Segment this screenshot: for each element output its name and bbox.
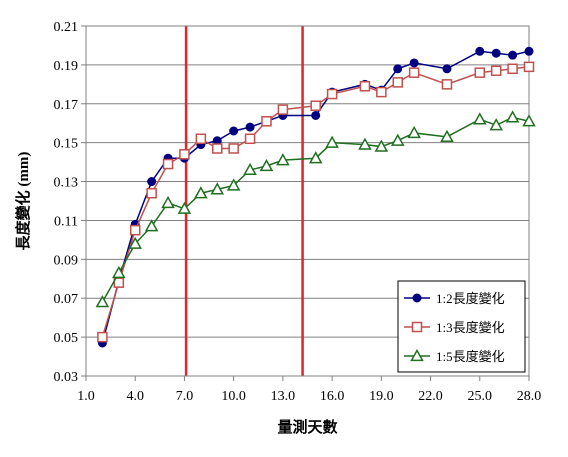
data-point [226, 178, 241, 191]
data-point [441, 79, 453, 90]
y-axis-title: 長度變化 (mm) [14, 152, 32, 251]
data-point [442, 64, 452, 74]
data-point [407, 125, 421, 139]
data-point [325, 135, 339, 148]
data-point [245, 122, 255, 132]
data-point [522, 114, 536, 127]
data-point [508, 50, 518, 60]
data-point [408, 67, 420, 78]
x-tick-label: 22.0 [418, 389, 443, 404]
legend: 1:2長度變化 1:3長度變化 1:5長度變化 [397, 280, 526, 373]
data-point [523, 61, 535, 73]
reference-lines [184, 26, 304, 376]
data-point [147, 177, 157, 187]
data-point [524, 46, 534, 56]
data-point [261, 116, 272, 127]
data-point [390, 133, 405, 146]
data-point [392, 77, 403, 88]
data-point [491, 48, 501, 58]
data-point [308, 151, 323, 164]
data-point [409, 58, 419, 68]
data-point [112, 265, 126, 279]
data-point [507, 63, 518, 75]
data-point [505, 110, 520, 123]
data-point [376, 86, 387, 98]
y-tick-label: 0.11 [54, 214, 78, 229]
data-point [128, 236, 142, 249]
legend-label: 1:2長度變化 [436, 291, 505, 306]
x-tick-label: 10.0 [221, 389, 246, 404]
y-tick-label: 0.15 [54, 137, 79, 152]
data-point [194, 186, 208, 199]
x-tick-label: 13.0 [271, 389, 296, 404]
y-tick-label: 0.13 [54, 176, 79, 191]
x-tick-label: 16.0 [320, 389, 345, 404]
data-point [310, 100, 321, 111]
data-point [162, 158, 174, 170]
data-point [113, 277, 125, 288]
series-square-open [97, 61, 535, 343]
y-tick-label: 0.21 [54, 20, 79, 35]
data-point [358, 137, 372, 150]
data-point [212, 143, 223, 154]
data-point [177, 201, 192, 214]
data-point [229, 126, 239, 136]
series-triangle-open [95, 110, 536, 308]
y-tick-label: 0.19 [54, 59, 79, 74]
y-tick-label: 0.09 [54, 253, 79, 268]
data-point [210, 182, 225, 195]
legend-item: 1:3長度變化 [404, 320, 505, 335]
legend-item: 1:2長度變化 [404, 291, 505, 306]
data-point [475, 46, 485, 56]
data-point [490, 65, 502, 76]
data-point [393, 64, 403, 74]
data-point [276, 153, 290, 166]
tick-marks [81, 25, 530, 381]
legend-label: 1:5長度變化 [436, 349, 505, 364]
data-point [440, 129, 454, 142]
legend-label: 1:3長度變化 [436, 320, 505, 335]
series [95, 46, 536, 348]
data-point [410, 348, 424, 362]
data-point [411, 321, 423, 333]
data-point [359, 81, 371, 92]
x-tick-label: 4.0 [126, 389, 144, 404]
data-point [412, 293, 422, 303]
tick-labels: 0.03 0.05 0.07 0.09 0.11 0.13 0.15 0.17 0.19 0.21… [54, 20, 542, 404]
x-tick-label: 1.0 [77, 389, 95, 404]
y-tick-label: 0.17 [54, 98, 79, 113]
data-point [473, 112, 487, 125]
data-point [277, 104, 289, 115]
data-point [259, 158, 274, 172]
gridlines [86, 64, 529, 338]
y-tick-label: 0.03 [54, 370, 79, 385]
x-tick-label: 19.0 [369, 389, 394, 404]
data-point [244, 133, 256, 145]
y-tick-label: 0.05 [54, 331, 79, 346]
data-point [129, 224, 141, 236]
x-axis-title: 量測天數 [277, 418, 337, 436]
data-point [161, 195, 175, 209]
data-point [179, 149, 190, 160]
data-point [228, 143, 239, 154]
data-point [95, 295, 110, 308]
x-tick-label: 28.0 [517, 389, 542, 404]
data-point [144, 219, 159, 232]
data-point [243, 162, 257, 176]
data-point [97, 331, 108, 343]
data-point [195, 133, 207, 145]
plot-frame [85, 25, 530, 377]
x-tick-label: 25.0 [468, 389, 493, 404]
data-point [489, 118, 503, 131]
data-point [311, 110, 321, 120]
data-point [146, 187, 157, 199]
x-tick-label: 7.0 [176, 389, 194, 404]
y-tick-label: 0.07 [54, 292, 79, 307]
data-point [374, 139, 389, 152]
data-point [474, 67, 486, 78]
data-point [326, 88, 338, 100]
legend-item: 1:5長度變化 [404, 348, 505, 364]
